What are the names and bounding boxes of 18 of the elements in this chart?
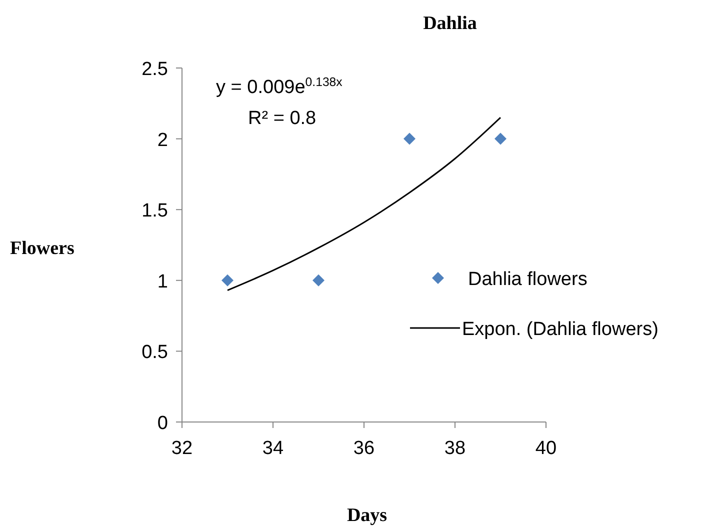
x-tick-label: 34 xyxy=(262,438,284,459)
x-tick-label: 36 xyxy=(353,438,375,459)
x-tick-label: 38 xyxy=(444,438,466,459)
x-axis-title: Days xyxy=(346,505,388,526)
annotation: R² = 0.8 xyxy=(248,108,316,129)
y-tick-label: 1.5 xyxy=(142,200,168,222)
y-tick-label: 1 xyxy=(157,271,168,292)
x-tick-label: 32 xyxy=(171,438,193,459)
y-tick-label: 0 xyxy=(157,413,168,434)
chart-title: Dahlia xyxy=(423,13,478,34)
y-tick-label: 2.5 xyxy=(142,59,168,80)
legend-label: Expon. (Dahlia flowers) xyxy=(462,319,658,340)
annotation: y = 0.009e$^{0.138x}$ xyxy=(216,75,344,98)
y-axis-title: Flowers xyxy=(10,238,74,259)
x-tick-label: 40 xyxy=(535,438,557,459)
y-tick-label: 2 xyxy=(157,130,168,151)
legend-label: Dahlia flowers xyxy=(468,269,588,290)
y-tick-label: 0.5 xyxy=(142,342,168,364)
